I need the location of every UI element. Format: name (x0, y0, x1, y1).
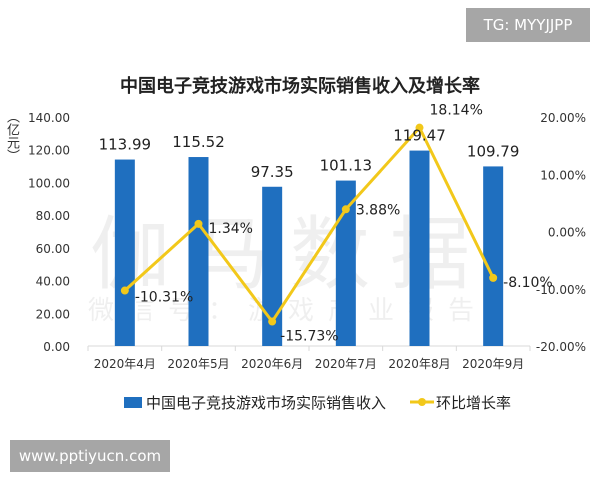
growth-point (194, 219, 203, 228)
growth-point (268, 317, 277, 326)
line-value-label: 18.14% (430, 103, 483, 119)
x-tick-label: 2020年9月 (462, 357, 524, 371)
bar-value-label: 109.79 (467, 142, 520, 160)
y-left-tick: 140.00 (28, 111, 70, 125)
x-tick-label: 2020年5月 (167, 357, 229, 371)
y-left-tick: 100.00 (28, 176, 70, 190)
x-tick-label: 2020年8月 (388, 357, 450, 371)
bar (483, 166, 504, 346)
y-axis-label: （亿元） (4, 110, 19, 162)
bar-value-label: 115.52 (172, 133, 225, 151)
legend-bar-label: 中国电子竞技游戏市场实际销售收入 (146, 394, 386, 412)
legend-line-marker (418, 398, 426, 406)
y-left-tick: 0.00 (43, 340, 70, 354)
chart-title: 中国电子竞技游戏市场实际销售收入及增长率 (120, 76, 480, 97)
bar (262, 186, 283, 346)
bar (114, 159, 135, 346)
y-left-tick: 20.00 (36, 307, 70, 321)
x-tick-label: 2020年7月 (315, 357, 377, 371)
y-left-tick: 120.00 (28, 144, 70, 158)
y-left-tick: 80.00 (36, 209, 70, 223)
growth-point (341, 205, 350, 214)
bar (409, 150, 430, 346)
bar-value-label: 113.99 (99, 136, 152, 154)
bar-value-label: 119.47 (393, 127, 446, 145)
y-right-tick: -20.00% (536, 340, 586, 354)
growth-point (489, 273, 498, 282)
line-value-label: -10.31% (135, 290, 193, 306)
bar (188, 157, 209, 346)
overlay-tg: TG: MYYJJPP (466, 8, 590, 42)
bar-value-label: 97.35 (251, 163, 294, 181)
legend-line-label: 环比增长率 (436, 394, 511, 412)
bar (335, 180, 356, 346)
y-right-tick: 20.00% (540, 111, 586, 125)
line-value-label: 3.88% (356, 202, 400, 218)
growth-line (123, 124, 495, 325)
legend-bar-swatch (124, 397, 142, 408)
y-left-tick: 40.00 (36, 275, 70, 289)
overlay-site: www.pptiyucn.com (10, 440, 170, 472)
line-value-label: -15.73% (280, 329, 338, 345)
growth-point (120, 286, 129, 295)
line-value-label: -8.10% (503, 275, 553, 291)
y-right-tick: 10.00% (540, 168, 586, 182)
line-value-label: 1.34% (209, 221, 253, 237)
bar-value-label: 101.13 (320, 157, 373, 175)
y-left-tick: 60.00 (36, 242, 70, 256)
x-tick-label: 2020年6月 (241, 357, 303, 371)
y-right-tick: 0.00% (548, 226, 586, 240)
growth-point (415, 123, 424, 132)
x-tick-label: 2020年4月 (94, 357, 156, 371)
y-right-tick: -10.00% (536, 283, 586, 297)
